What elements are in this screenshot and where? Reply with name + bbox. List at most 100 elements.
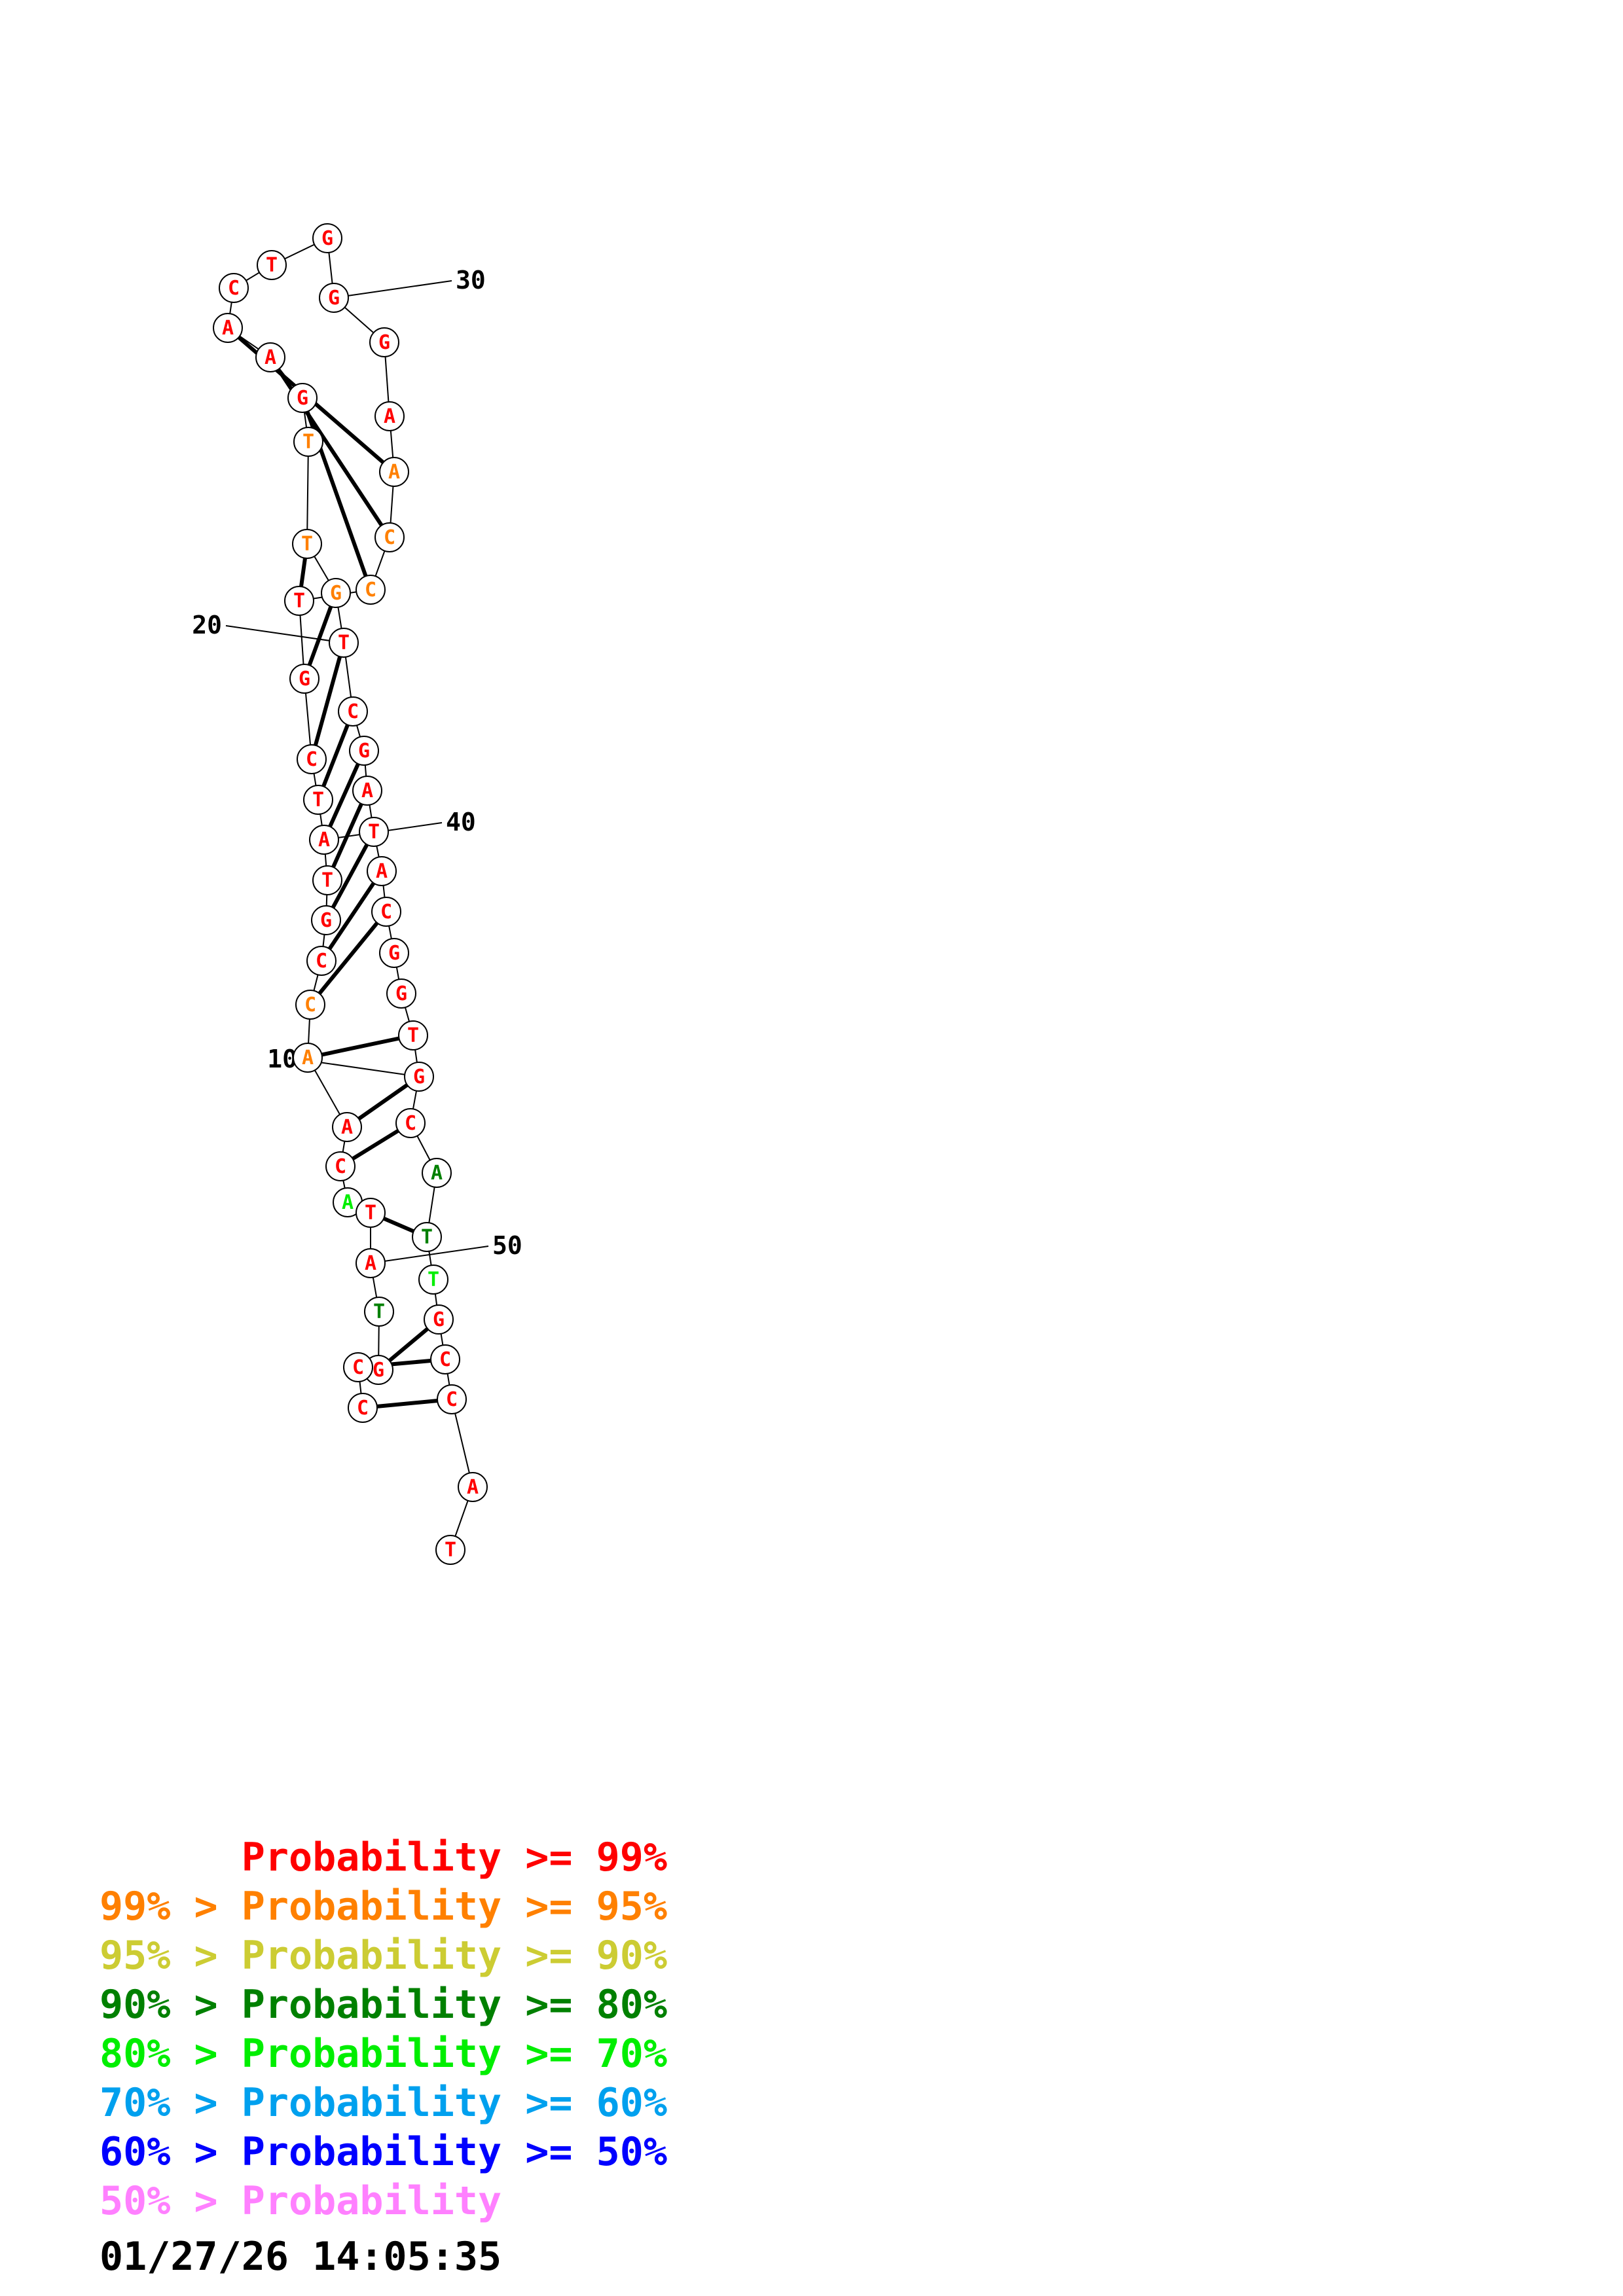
nucleotide-letter: G <box>413 1066 425 1088</box>
nucleotide-letter: C <box>380 901 392 924</box>
nucleotide-letter: C <box>384 526 395 549</box>
nucleotide-circle <box>338 696 368 726</box>
nucleotide: T <box>412 1222 442 1252</box>
backbone-segment <box>306 441 309 545</box>
nucleotide-circle <box>309 825 339 855</box>
nucleotide-circle <box>418 1265 448 1295</box>
nucleotide-letter: T <box>428 1268 439 1291</box>
legend-entry: 70% > Probability >= 60% <box>100 2080 667 2126</box>
legend-entry: 90% > Probability >= 80% <box>100 1982 667 2028</box>
nucleotide: G <box>404 1062 434 1092</box>
legend-entry: 60% > Probability >= 50% <box>100 2129 667 2175</box>
nucleotide: T <box>312 865 342 895</box>
nucleotide-circle <box>395 1108 426 1138</box>
nucleotide: G <box>319 283 349 313</box>
nucleotide: A <box>422 1158 452 1188</box>
nucleotide-circle <box>386 978 416 1009</box>
nucleotide: T <box>364 1297 394 1327</box>
nucleotide: C <box>395 1108 426 1138</box>
nucleotide-letter: A <box>431 1162 443 1185</box>
nucleotide-letter: T <box>301 533 313 556</box>
nucleotide-letter: A <box>264 346 276 369</box>
nucleotide-circle <box>325 1151 356 1181</box>
legend-entry: 50% > Probability <box>100 2178 501 2224</box>
nucleotide: G <box>349 736 379 766</box>
nucleotide-circle <box>255 342 285 372</box>
nucleotide: A <box>352 776 382 806</box>
position-label: 40 <box>446 808 476 836</box>
nucleotide-circle <box>352 776 382 806</box>
nucleotide: C <box>297 744 327 774</box>
position-labels: 10 20 30 40 50 <box>192 266 522 1264</box>
nucleotide-letter: T <box>312 789 324 812</box>
nucleotide-letter: A <box>388 461 400 484</box>
nucleotide-letter: T <box>445 1539 456 1562</box>
nucleotide-letter: G <box>321 227 333 250</box>
nucleotide-letter: A <box>365 1252 376 1275</box>
nucleotide: G <box>312 223 342 253</box>
nucleotide: G <box>287 383 318 413</box>
nucleotide-circle <box>293 427 323 457</box>
nucleotide-circle <box>356 1248 386 1278</box>
nucleotide-circle <box>422 1158 452 1188</box>
nucleotide-circle <box>289 664 319 694</box>
nucleotide-letter: G <box>330 582 342 605</box>
legend-entry: Probability >= 99% <box>100 1835 667 1880</box>
nucleotide-circle <box>321 578 351 608</box>
base-pair-line <box>316 710 355 801</box>
nucleotide-letter: C <box>306 748 318 771</box>
nucleotide: T <box>359 817 389 847</box>
nucleotide-letter: C <box>357 1397 369 1420</box>
nucleotide-circle <box>219 273 249 303</box>
nucleotide-letter: G <box>378 331 390 354</box>
nucleotide-circle <box>306 946 337 976</box>
nucleotide-circle <box>424 1304 454 1335</box>
base-pair-line <box>268 356 392 539</box>
nucleotide: A <box>458 1472 488 1502</box>
nucleotide: T <box>418 1265 448 1295</box>
nucleotide-circle <box>311 905 341 935</box>
legend-entry: 95% > Probability >= 90% <box>100 1933 667 1979</box>
nucleotide: G <box>379 938 409 968</box>
nucleotide-circle <box>430 1344 460 1374</box>
nucleotide-circle <box>374 522 405 552</box>
nucleotide: A <box>293 1043 323 1073</box>
nucleotide: C <box>356 575 386 605</box>
nucleotide-letter: T <box>407 1024 419 1047</box>
nucleotide-circle <box>398 1020 428 1050</box>
nucleotide-circle <box>404 1062 434 1092</box>
nucleotides: TACCGTTACGTGGCATAGCTGTTGAACTGGGAACCTGCTA… <box>213 223 488 1565</box>
nucleotide: C <box>371 897 401 927</box>
nucleotide-circle <box>356 1198 386 1228</box>
nucleotide-letter: A <box>341 1116 353 1139</box>
nucleotide-letter: A <box>318 829 330 852</box>
nucleotide-circle <box>297 744 327 774</box>
nucleotide: G <box>321 578 351 608</box>
nucleotide-letter: A <box>467 1476 479 1499</box>
nucleotide-circle <box>213 313 243 343</box>
nucleotide-circle <box>312 223 342 253</box>
nucleotide: T <box>398 1020 428 1050</box>
nucleotide: A <box>367 856 397 886</box>
base-pair-line <box>319 870 384 962</box>
nucleotide-letter: T <box>368 821 380 844</box>
nucleotide-letter: G <box>328 287 340 310</box>
position-label: 20 <box>192 611 222 639</box>
nucleotide-letter: A <box>376 860 388 883</box>
nucleotide: A <box>374 401 405 431</box>
nucleotide-letter: C <box>446 1388 458 1411</box>
nucleotide-letter: T <box>302 431 314 454</box>
nucleotide: T <box>292 529 322 559</box>
nucleotide-circle <box>364 1297 394 1327</box>
nucleotide-letter: A <box>222 317 234 340</box>
nucleotide-circle <box>369 327 399 357</box>
base-pair-line <box>302 592 338 680</box>
nucleotide-letter: G <box>297 387 308 410</box>
nucleotide-letter: T <box>321 869 333 892</box>
nucleotide-letter: T <box>365 1202 376 1225</box>
nucleotide-letter: C <box>316 950 327 973</box>
nucleotide-circle <box>367 856 397 886</box>
nucleotide-letter: C <box>352 1356 364 1379</box>
nucleotide-letter: C <box>304 994 316 1016</box>
